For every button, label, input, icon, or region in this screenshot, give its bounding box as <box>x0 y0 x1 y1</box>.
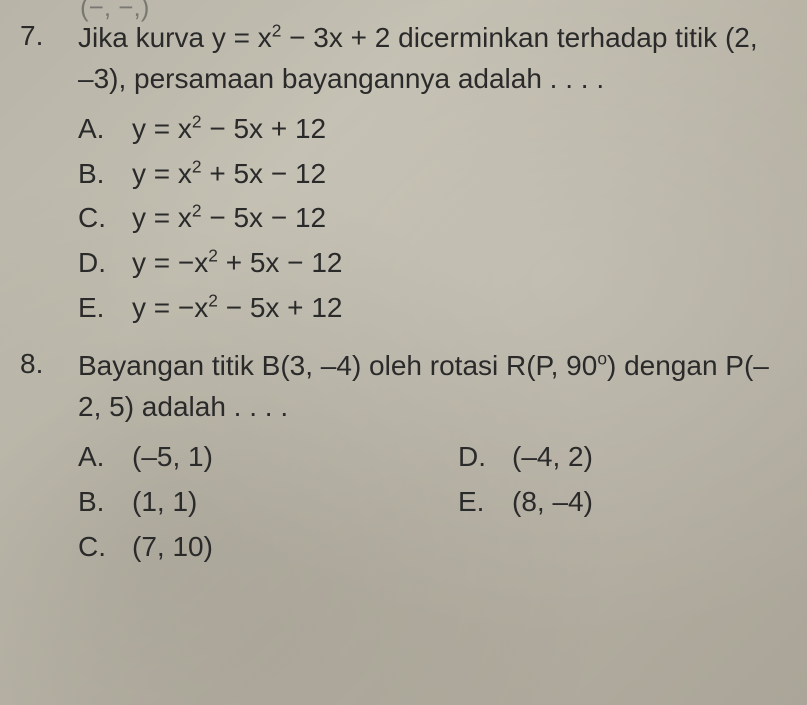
option-letter: D. <box>78 243 132 284</box>
problem-stem: Bayangan titik B(3, –4) oleh rotasi R(P,… <box>78 346 777 427</box>
option-text: y = −x2 − 5x + 12 <box>132 288 777 329</box>
option-letter: E. <box>458 482 512 523</box>
option-letter: C. <box>78 198 132 239</box>
problem-number: 8. <box>20 346 78 571</box>
problem-7: 7. Jika kurva y = x2 − 3x + 2 dicerminka… <box>20 18 777 332</box>
option-d: D. (–4, 2) <box>458 437 593 478</box>
option-letter: C. <box>78 527 132 568</box>
option-letter: A. <box>78 109 132 150</box>
option-row: B. (1, 1) E. (8, –4) <box>78 482 777 523</box>
option-b: B. (1, 1) <box>78 482 458 523</box>
option-letter: B. <box>78 154 132 195</box>
option-letter: B. <box>78 482 132 523</box>
option-a: A. (–5, 1) <box>78 437 458 478</box>
option-c: C. y = x2 − 5x − 12 <box>78 198 777 239</box>
exam-paper: (−, −,) 7. Jika kurva y = x2 − 3x + 2 di… <box>0 0 807 705</box>
option-text: (1, 1) <box>132 482 458 523</box>
option-text: y = x2 − 5x − 12 <box>132 198 777 239</box>
option-text: (–4, 2) <box>512 437 593 478</box>
option-text: (7, 10) <box>132 527 458 568</box>
option-row: C. (7, 10) <box>78 527 777 568</box>
option-b: B. y = x2 + 5x − 12 <box>78 154 777 195</box>
problem-options: A. (–5, 1) D. (–4, 2) B. (1, 1) E. <box>78 437 777 567</box>
option-e: E. (8, –4) <box>458 482 593 523</box>
option-d: D. y = −x2 + 5x − 12 <box>78 243 777 284</box>
option-letter: D. <box>458 437 512 478</box>
problem-options: A. y = x2 − 5x + 12 B. y = x2 + 5x − 12 … <box>78 109 777 328</box>
option-text: y = x2 + 5x − 12 <box>132 154 777 195</box>
option-e: E. y = −x2 − 5x + 12 <box>78 288 777 329</box>
option-letter: E. <box>78 288 132 329</box>
option-a: A. y = x2 − 5x + 12 <box>78 109 777 150</box>
problem-8: 8. Bayangan titik B(3, –4) oleh rotasi R… <box>20 346 777 571</box>
option-text: y = x2 − 5x + 12 <box>132 109 777 150</box>
option-text: y = −x2 + 5x − 12 <box>132 243 777 284</box>
option-row: A. (–5, 1) D. (–4, 2) <box>78 437 777 478</box>
problem-number: 7. <box>20 18 78 332</box>
problem-stem: Jika kurva y = x2 − 3x + 2 dicerminkan t… <box>78 18 777 99</box>
problem-body: Bayangan titik B(3, –4) oleh rotasi R(P,… <box>78 346 777 571</box>
option-c: C. (7, 10) <box>78 527 458 568</box>
problem-body: Jika kurva y = x2 − 3x + 2 dicerminkan t… <box>78 18 777 332</box>
option-text: (8, –4) <box>512 482 593 523</box>
option-text: (–5, 1) <box>132 437 458 478</box>
option-letter: A. <box>78 437 132 478</box>
